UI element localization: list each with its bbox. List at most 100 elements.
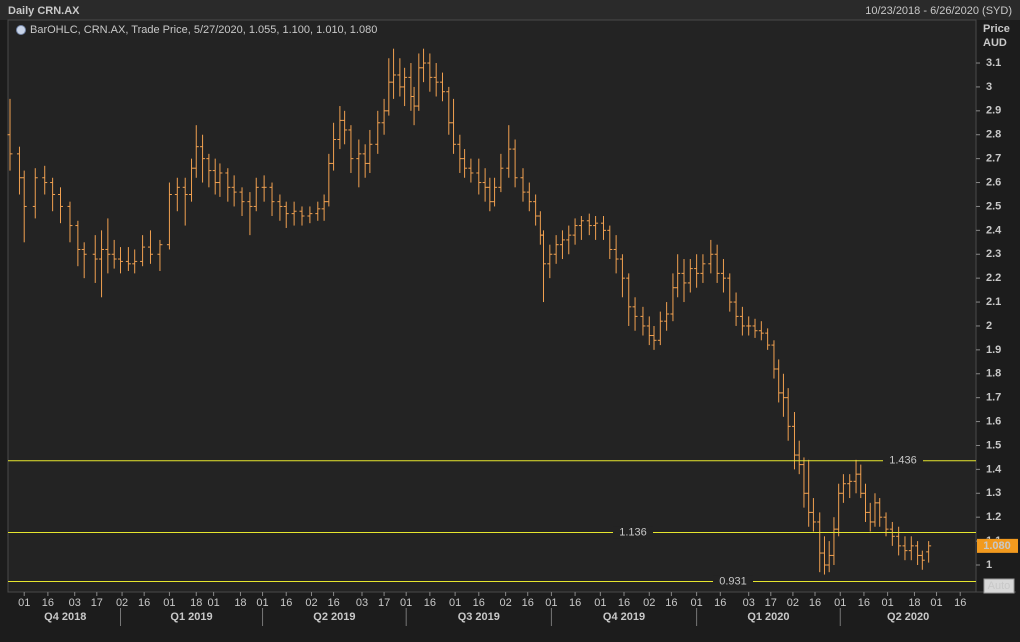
ohlc-bar (315, 201, 321, 221)
ohlc-bar (492, 177, 498, 207)
ohlc-bar (321, 194, 327, 221)
date-range: 10/23/2018 - 6/26/2020 (SYD) (865, 5, 1012, 17)
y-tick-label: 2.2 (986, 272, 1001, 284)
ohlc-bar (506, 125, 512, 178)
ohlc-bar (714, 244, 720, 283)
y-tick-label: 1.4 (986, 463, 1002, 475)
ohlc-bar (157, 239, 163, 271)
legend-icon[interactable] (16, 25, 26, 35)
x-tick-label: 16 (138, 597, 150, 609)
ohlc-bar (533, 194, 539, 226)
ohlc-bar (498, 153, 504, 193)
x-tick-label: 01 (834, 597, 846, 609)
ohlc-bar (140, 235, 146, 267)
ohlc-bar (391, 48, 397, 99)
auto-button-label[interactable]: Auto (988, 580, 1011, 592)
x-tick-label: 16 (858, 597, 870, 609)
ohlc-bar (889, 521, 895, 546)
plot (7, 48, 932, 575)
ohlc-bar (253, 177, 259, 212)
ohlc-bar (801, 457, 807, 508)
ohlc-bar (896, 526, 902, 556)
ohlc-bar (42, 165, 48, 195)
ohlc-bar (776, 359, 782, 403)
ohlc-bar (675, 254, 681, 298)
ohlc-bar (559, 230, 565, 260)
y-tick-label: 2.9 (986, 105, 1001, 117)
ohlc-bar (307, 206, 313, 224)
ohlc-bar (785, 388, 791, 441)
ohlc-bar (847, 474, 853, 499)
ohlc-bar (362, 144, 368, 178)
header-bar (0, 0, 1020, 20)
ohlc-bar (908, 536, 914, 561)
last-price-label: 1.080 (983, 540, 1011, 552)
horizontal-line-label: 1.436 (889, 455, 917, 467)
x-tick-label: 02 (500, 597, 512, 609)
quarter-label: Q1 2020 (747, 611, 789, 623)
horizontal-line-label-bg (713, 575, 753, 588)
ohlc-bar (427, 53, 433, 92)
x-tick-label: 01 (18, 597, 30, 609)
ohlc-bar (831, 517, 837, 565)
y-tick-label: 1.8 (986, 368, 1001, 380)
x-tick-label: 01 (256, 597, 268, 609)
ohlc-bar (487, 177, 493, 212)
auto-button[interactable] (983, 578, 1015, 594)
y-axis-label: Price (983, 23, 1010, 35)
ohlc-bar (269, 182, 275, 217)
ohlc-bar (125, 247, 131, 271)
ohlc-bar (147, 230, 153, 264)
x-tick-label: 16 (522, 597, 534, 609)
x-tick-label: 01 (449, 597, 461, 609)
ohlc-bar (356, 139, 362, 188)
x-tick-label: 16 (569, 597, 581, 609)
ohlc-bar (877, 498, 883, 527)
ohlc-bar (739, 306, 745, 336)
x-tick-label: 02 (643, 597, 655, 609)
ohlc-bar (261, 175, 267, 202)
ohlc-bar (277, 194, 283, 221)
ohlc-bar (468, 158, 474, 183)
ohlc-bar (720, 259, 726, 293)
legend-entry: BarOHLC, CRN.AX, Trade Price, 5/27/2020,… (30, 24, 377, 36)
x-tick-label: 16 (42, 597, 54, 609)
ohlc-bar (111, 239, 117, 269)
ohlc-bar (600, 216, 606, 240)
ohlc-bar (482, 168, 488, 202)
x-tick-label: 01 (207, 597, 219, 609)
ohlc-bar (586, 213, 592, 236)
x-tick-label: 01 (690, 597, 702, 609)
y-tick-label: 1.6 (986, 415, 1001, 427)
ohlc-bar (416, 53, 422, 111)
ohlc-bar (193, 125, 199, 178)
ohlc-bar (67, 201, 73, 243)
y-tick-label: 1.2 (986, 511, 1001, 523)
ohlc-bar (771, 340, 777, 379)
ohlc-bar (446, 86, 452, 135)
ohlc-bar (657, 311, 663, 346)
ohlc-bar (694, 254, 700, 288)
ohlc-bar (291, 201, 297, 226)
x-tick-label: 01 (881, 597, 893, 609)
ohlc-bar (780, 373, 786, 417)
y-tick-label: 1.9 (986, 344, 1001, 356)
quarter-label: Q4 2019 (603, 611, 645, 623)
ohlc-bar (821, 536, 827, 575)
ohlc-bar (92, 235, 98, 283)
x-tick-label: 16 (424, 597, 436, 609)
last-price-tag (977, 538, 1018, 553)
ohlc-bar (863, 483, 869, 522)
y-tick-label: 2 (986, 320, 992, 332)
ohlc-bar (421, 48, 427, 83)
y-tick-label: 3 (986, 81, 992, 93)
ohlc-bar (32, 168, 38, 219)
ohlc-bar (566, 225, 572, 255)
ohlc-bar (16, 146, 22, 195)
ohlc-bar (687, 259, 693, 293)
ohlc-bar (632, 297, 638, 331)
ohlc-bar (299, 206, 305, 226)
y-tick-label: 3.1 (986, 57, 1001, 69)
